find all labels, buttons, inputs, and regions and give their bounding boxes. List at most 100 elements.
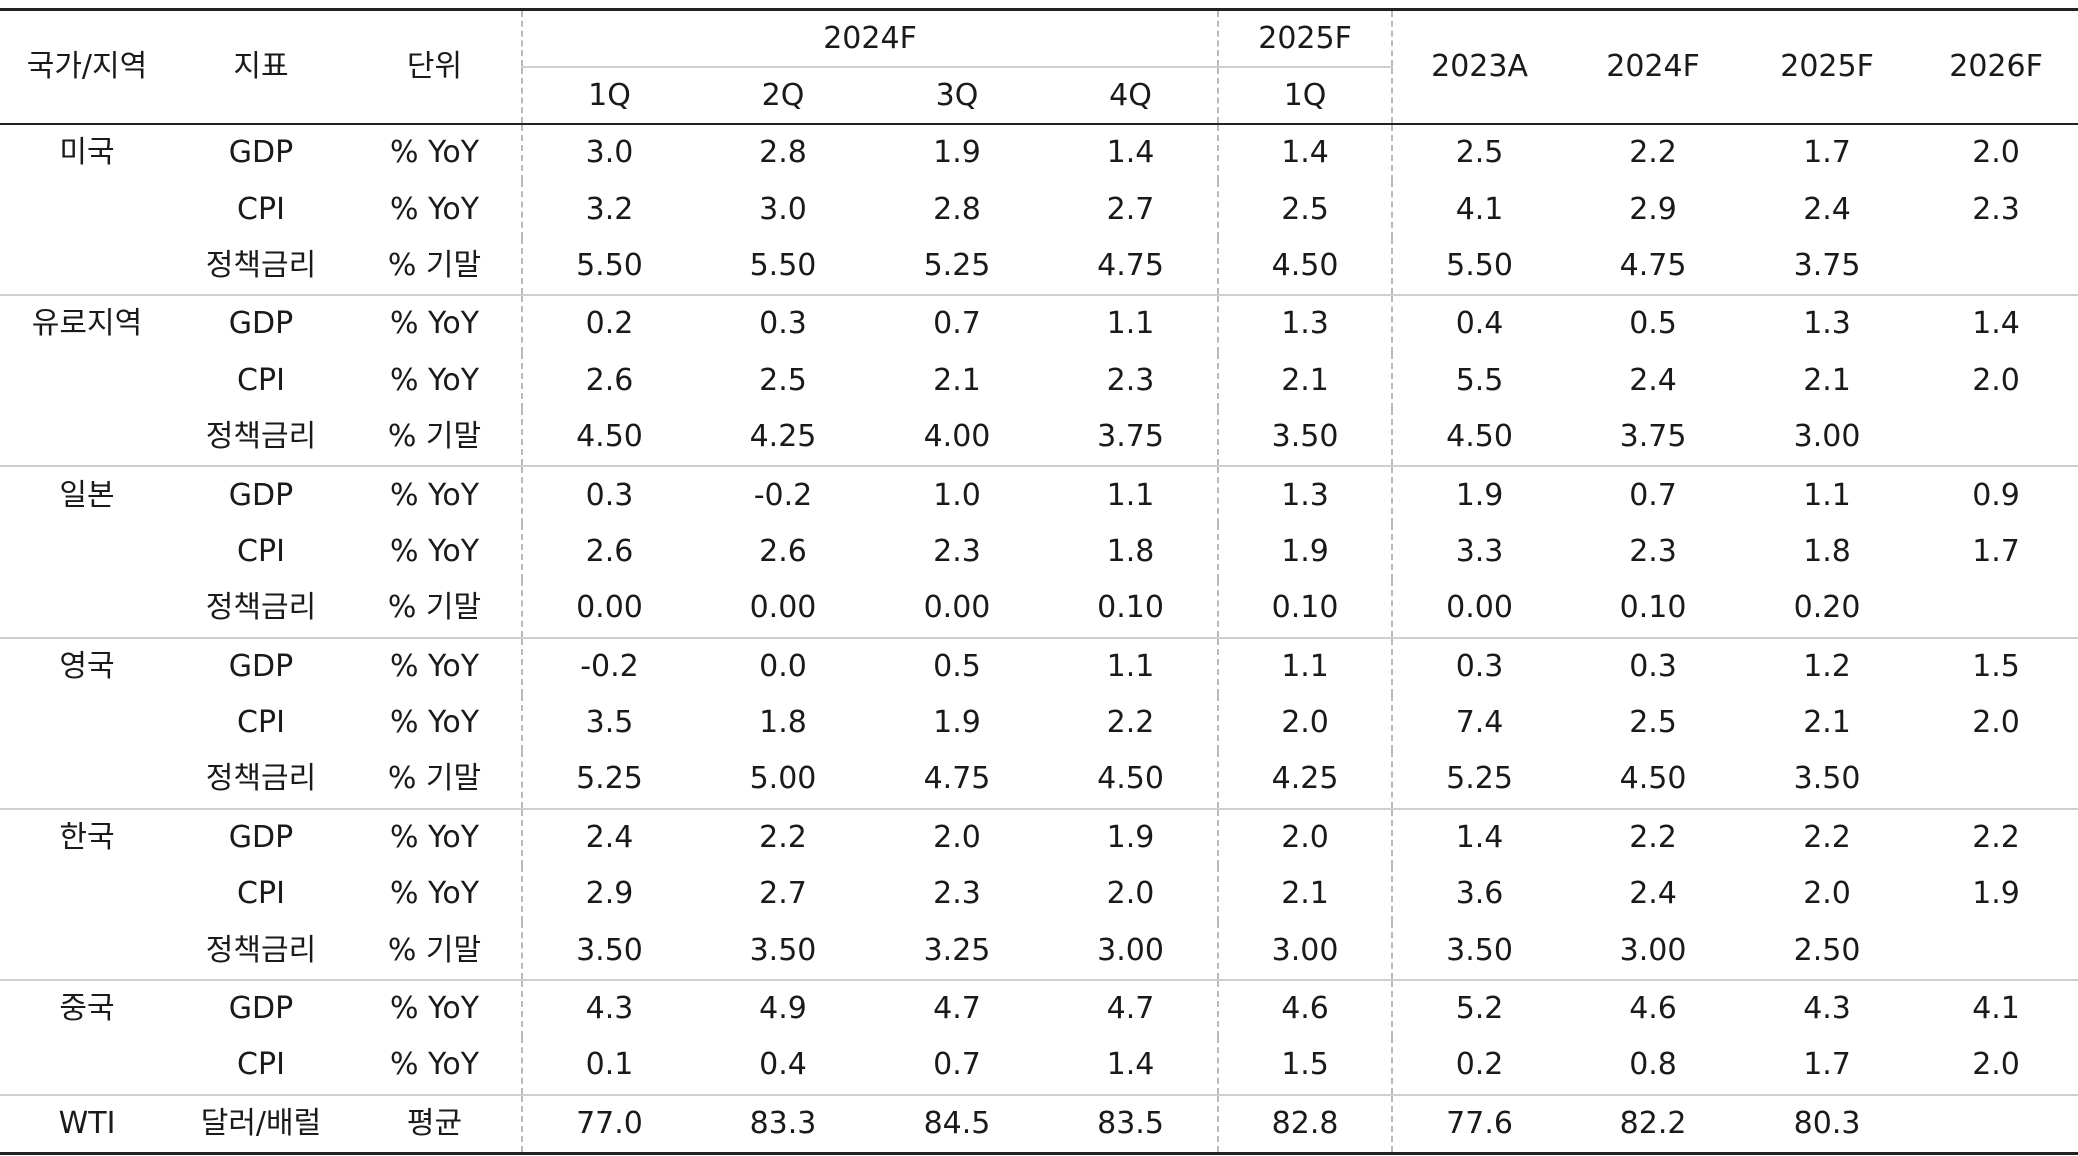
value-cell: 1.9	[1106, 819, 1155, 855]
header-quarter: 1Q	[1217, 67, 1393, 125]
value-cell: 2.5	[1391, 124, 1567, 182]
unit-cell: % YoY	[389, 191, 480, 227]
value-cell: 1.1	[1803, 477, 1851, 513]
value-cell: 3.00	[1217, 922, 1393, 981]
value-cell: 1.9	[933, 135, 981, 171]
header-indicator: 지표	[174, 8, 348, 125]
value-cell: 2.4	[1629, 362, 1677, 398]
header-quarter: 4Q	[1044, 67, 1219, 125]
table-body: 미국 GDP% YoY 3.0 2.8 1.9 1.4 1.4 2.5 2.2 1.7 2.0 CPI…	[0, 124, 2078, 1156]
value-cell: 2.6	[521, 352, 696, 409]
indicator-cell: GDP	[228, 477, 294, 513]
table-row: 정책금리% 기말 3.50 3.50 3.25 3.00 3.00 3.50 3.00 2.50	[0, 922, 2078, 981]
value-cell: 4.25	[1217, 751, 1393, 810]
value-cell: 2.0	[1972, 135, 2020, 171]
value-cell: 83.3	[696, 1094, 870, 1156]
indicator-cell: 정책금리	[174, 408, 348, 468]
header-quarter: 1Q	[521, 67, 696, 125]
value-cell: 4.6	[1629, 991, 1677, 1027]
indicator-cell: CPI	[237, 533, 285, 569]
value-cell: 2.3	[1629, 533, 1677, 569]
value-cell: 2.1	[1803, 362, 1851, 398]
value-cell: 4.7	[933, 991, 981, 1027]
header-quarter: 2Q	[696, 67, 870, 125]
value-cell: 1.9	[1217, 523, 1393, 581]
indicator-cell: 달러/배럴	[174, 1094, 348, 1156]
value-cell: 3.3	[1391, 523, 1567, 581]
country-cell: 미국	[59, 135, 115, 171]
country-cell	[0, 1037, 174, 1096]
table-row: 한국 GDP% YoY 2.4 2.2 2.0 1.9 2.0 1.4 2.2 2.2 2.2	[0, 808, 2078, 867]
value-cell	[1914, 751, 2078, 810]
value-cell: 1.4	[1391, 808, 1567, 867]
value-cell: 2.4	[521, 808, 696, 867]
table-row: CPI % YoY 3.2 3.0 2.8 2.7 2.5 4.1 2.9 2.4 2.3	[0, 181, 2078, 238]
value-cell: 2.0	[1972, 705, 2020, 741]
value-cell: 1.5	[1972, 648, 2020, 684]
unit-cell: % 기말	[348, 237, 522, 297]
unit-cell: % YoY	[389, 362, 480, 398]
value-cell: 5.25	[1391, 751, 1567, 810]
unit-cell: % YoY	[389, 533, 480, 569]
value-cell: 3.00	[1044, 922, 1219, 981]
value-cell: 0.2	[521, 295, 696, 353]
value-cell: 5.50	[1391, 237, 1567, 297]
table-row: 정책금리% 기말 4.50 4.25 4.00 3.75 3.50 4.50 3.75 3.00	[0, 408, 2078, 468]
value-cell: 5.50	[521, 237, 696, 297]
value-cell: 5.25	[870, 237, 1044, 297]
value-cell: 4.50	[1217, 237, 1393, 297]
value-cell: 2.0	[1217, 694, 1393, 752]
value-cell: 2.9	[1629, 191, 1677, 227]
country-cell: 일본	[59, 477, 115, 513]
indicator-cell: GDP	[228, 135, 294, 171]
value-cell: 0.4	[1391, 295, 1567, 353]
table-row: 중국 GDP% YoY 4.3 4.9 4.7 4.7 4.6 5.2 4.6 4.3 4.1	[0, 979, 2078, 1038]
country-cell	[0, 580, 174, 639]
value-cell: 3.75	[1044, 408, 1219, 468]
value-cell: 4.3	[521, 979, 696, 1038]
value-cell	[1914, 580, 2078, 639]
indicator-cell: CPI	[237, 191, 285, 227]
value-cell: 2.1	[1217, 352, 1393, 409]
indicator-cell: GDP	[228, 991, 294, 1027]
value-cell: 0.3	[521, 466, 696, 524]
value-cell: 2.2	[759, 819, 807, 855]
unit-cell: % 기말	[348, 408, 522, 468]
value-cell: 3.50	[1217, 408, 1393, 468]
value-cell: 2.0	[933, 819, 981, 855]
value-cell: 2.4	[1629, 876, 1677, 912]
value-cell: 3.50	[1740, 751, 1915, 810]
value-cell: 2.7	[1106, 191, 1155, 227]
table-row: CPI % YoY 2.9 2.7 2.3 2.0 2.1 3.6 2.4 2.0 1.9	[0, 866, 2078, 923]
value-cell: 2.2	[1629, 135, 1677, 171]
value-cell: 0.3	[1391, 637, 1567, 695]
value-cell: 2.3	[933, 533, 981, 569]
country-cell	[0, 922, 174, 981]
value-cell: 5.2	[1391, 979, 1567, 1038]
value-cell: 7.4	[1391, 694, 1567, 752]
country-cell: 영국	[59, 648, 115, 684]
value-cell: 2.1	[1803, 705, 1851, 741]
country-cell	[0, 353, 174, 409]
value-cell: 1.8	[1106, 533, 1155, 569]
value-cell: 4.50	[1044, 751, 1219, 810]
value-cell: 3.2	[521, 181, 696, 238]
value-cell: 3.0	[759, 191, 807, 227]
value-cell: 4.50	[521, 408, 696, 468]
value-cell: 0.00	[1391, 580, 1567, 639]
value-cell: 0.10	[1217, 580, 1393, 639]
value-cell: 1.1	[1106, 477, 1155, 513]
unit-cell: % YoY	[389, 876, 480, 912]
value-cell: 1.4	[1972, 306, 2020, 342]
value-cell: 2.2	[1629, 819, 1677, 855]
value-cell: 0.7	[870, 1037, 1044, 1096]
value-cell: 2.1	[1217, 866, 1393, 923]
country-cell: 한국	[59, 819, 115, 855]
value-cell: 1.4	[1044, 1037, 1219, 1096]
header-year-2026f: 2026F	[1914, 8, 2078, 125]
header-unit: 단위	[348, 8, 522, 125]
value-cell: 0.1	[521, 1037, 696, 1096]
value-cell: 0.3	[1629, 648, 1677, 684]
value-cell: 2.2	[1972, 819, 2020, 855]
unit-cell: % YoY	[389, 477, 480, 513]
